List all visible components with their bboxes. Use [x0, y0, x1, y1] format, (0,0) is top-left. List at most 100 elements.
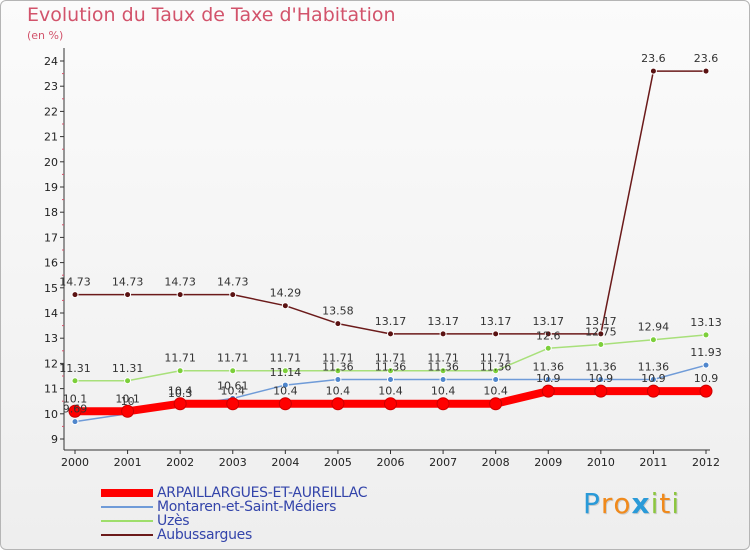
logo-letter: P [583, 487, 601, 520]
data-label-montaren: 11.36 [322, 361, 354, 374]
y-tick-label: 11 [44, 383, 58, 396]
x-tick-label: 2011 [639, 456, 667, 469]
data-label-uzes: 11.31 [112, 362, 144, 375]
data-label-uzes: 12.75 [585, 326, 617, 339]
x-tick-label: 2010 [587, 456, 615, 469]
y-tick-label: 19 [44, 181, 58, 194]
data-label-montaren: 11.93 [690, 346, 722, 359]
data-point-uzes [124, 377, 132, 385]
data-point-arpaillargues [436, 397, 450, 411]
data-label-montaren: 11.36 [480, 361, 512, 374]
data-label-uzes: 11.71 [217, 352, 249, 365]
x-tick-label: 2000 [61, 456, 89, 469]
data-point-uzes [544, 344, 552, 352]
data-point-uzes [281, 367, 289, 375]
data-point-arpaillargues [646, 384, 660, 398]
chart-title: Evolution du Taux de Taxe d'Habitation [27, 4, 396, 26]
logo-letter: x [631, 487, 651, 520]
chart-unit-label: (en %) [27, 29, 64, 42]
data-label-arpaillargues: 10.1 [115, 392, 140, 405]
y-tick-label: 9 [51, 433, 58, 446]
data-point-arpaillargues [226, 397, 240, 411]
data-point-aubussargues [124, 291, 132, 299]
data-label-uzes: 11.71 [480, 352, 512, 365]
x-tick-label: 2009 [534, 456, 562, 469]
logo-letter: r [600, 487, 614, 520]
data-label-arpaillargues: 10.4 [378, 385, 403, 398]
data-point-montaren [597, 376, 605, 384]
data-label-uzes: 11.71 [375, 352, 407, 365]
y-tick-label: 24 [44, 55, 58, 68]
data-point-aubussargues [439, 330, 447, 338]
y-tick-label: 17 [44, 231, 58, 244]
data-label-aubussargues: 13.17 [480, 315, 512, 328]
data-label-aubussargues: 23.6 [641, 52, 666, 65]
data-point-uzes [387, 367, 394, 375]
data-label-aubussargues: 13.58 [322, 305, 354, 318]
data-point-uzes [597, 341, 605, 348]
data-label-aubussargues: 13.17 [427, 315, 459, 328]
data-point-aubussargues [71, 291, 79, 299]
y-tick-label: 16 [44, 257, 58, 270]
legend-label: ARPAILLARGUES-ET-AUREILLAC [157, 485, 368, 501]
y-tick-label: 21 [44, 131, 58, 144]
data-label-aubussargues: 14.73 [112, 276, 144, 289]
data-label-uzes: 11.31 [59, 362, 91, 375]
data-point-arpaillargues [68, 404, 82, 418]
data-label-montaren: 11.36 [375, 361, 407, 374]
proxiti-logo: Proxiti [583, 487, 680, 520]
legend-swatch [101, 534, 153, 536]
data-point-arpaillargues [699, 384, 713, 398]
x-tick-label: 2006 [377, 456, 405, 469]
data-label-arpaillargues: 10.4 [221, 385, 246, 398]
data-point-montaren [439, 376, 447, 384]
x-tick-label: 2008 [482, 456, 510, 469]
data-point-montaren [281, 381, 289, 389]
data-label-aubussargues: 14.73 [217, 276, 249, 289]
data-label-arpaillargues: 10.9 [589, 372, 614, 385]
data-point-uzes [492, 367, 500, 375]
data-label-montaren: 11.14 [270, 366, 302, 379]
x-tick-label: 2007 [429, 456, 457, 469]
logo-letter: t [659, 487, 672, 520]
y-tick-label: 18 [44, 206, 58, 219]
legend-label: Uzès [157, 513, 190, 529]
data-point-uzes [229, 367, 237, 375]
data-point-arpaillargues [594, 384, 608, 398]
data-label-arpaillargues: 10.4 [483, 385, 508, 398]
data-point-aubussargues [649, 67, 657, 75]
y-tick-label: 22 [44, 105, 58, 118]
data-point-arpaillargues [173, 397, 187, 411]
data-point-montaren [71, 418, 79, 426]
data-label-aubussargues: 14.73 [164, 276, 196, 289]
y-tick-label: 23 [44, 80, 58, 93]
data-label-montaren: 10.61 [217, 379, 249, 392]
data-point-uzes [702, 331, 710, 339]
data-label-uzes: 11.71 [270, 352, 302, 365]
legend-label: Aubussargues [157, 527, 252, 543]
data-point-aubussargues [387, 330, 394, 338]
data-label-uzes: 13.13 [690, 316, 722, 329]
data-label-aubussargues: 13.17 [533, 315, 565, 328]
data-label-uzes: 11.71 [164, 352, 196, 365]
data-point-uzes [176, 367, 184, 375]
data-label-arpaillargues: 10.9 [694, 372, 719, 385]
data-point-uzes [334, 367, 342, 375]
data-label-aubussargues: 13.17 [585, 315, 617, 328]
data-label-uzes: 11.71 [427, 352, 459, 365]
x-tick-label: 2001 [114, 456, 142, 469]
data-point-uzes [649, 336, 657, 344]
x-tick-label: 2003 [219, 456, 247, 469]
data-label-arpaillargues: 10.4 [431, 385, 456, 398]
data-point-aubussargues [229, 291, 237, 299]
data-label-uzes: 11.71 [322, 352, 354, 365]
data-label-montaren: 10.3 [168, 387, 193, 400]
data-point-montaren [702, 361, 710, 369]
data-label-aubussargues: 14.29 [270, 287, 302, 300]
y-tick-label: 13 [44, 332, 58, 345]
x-tick-label: 2005 [324, 456, 352, 469]
legend-swatch [101, 506, 153, 508]
series-line-aubussargues [74, 70, 707, 335]
